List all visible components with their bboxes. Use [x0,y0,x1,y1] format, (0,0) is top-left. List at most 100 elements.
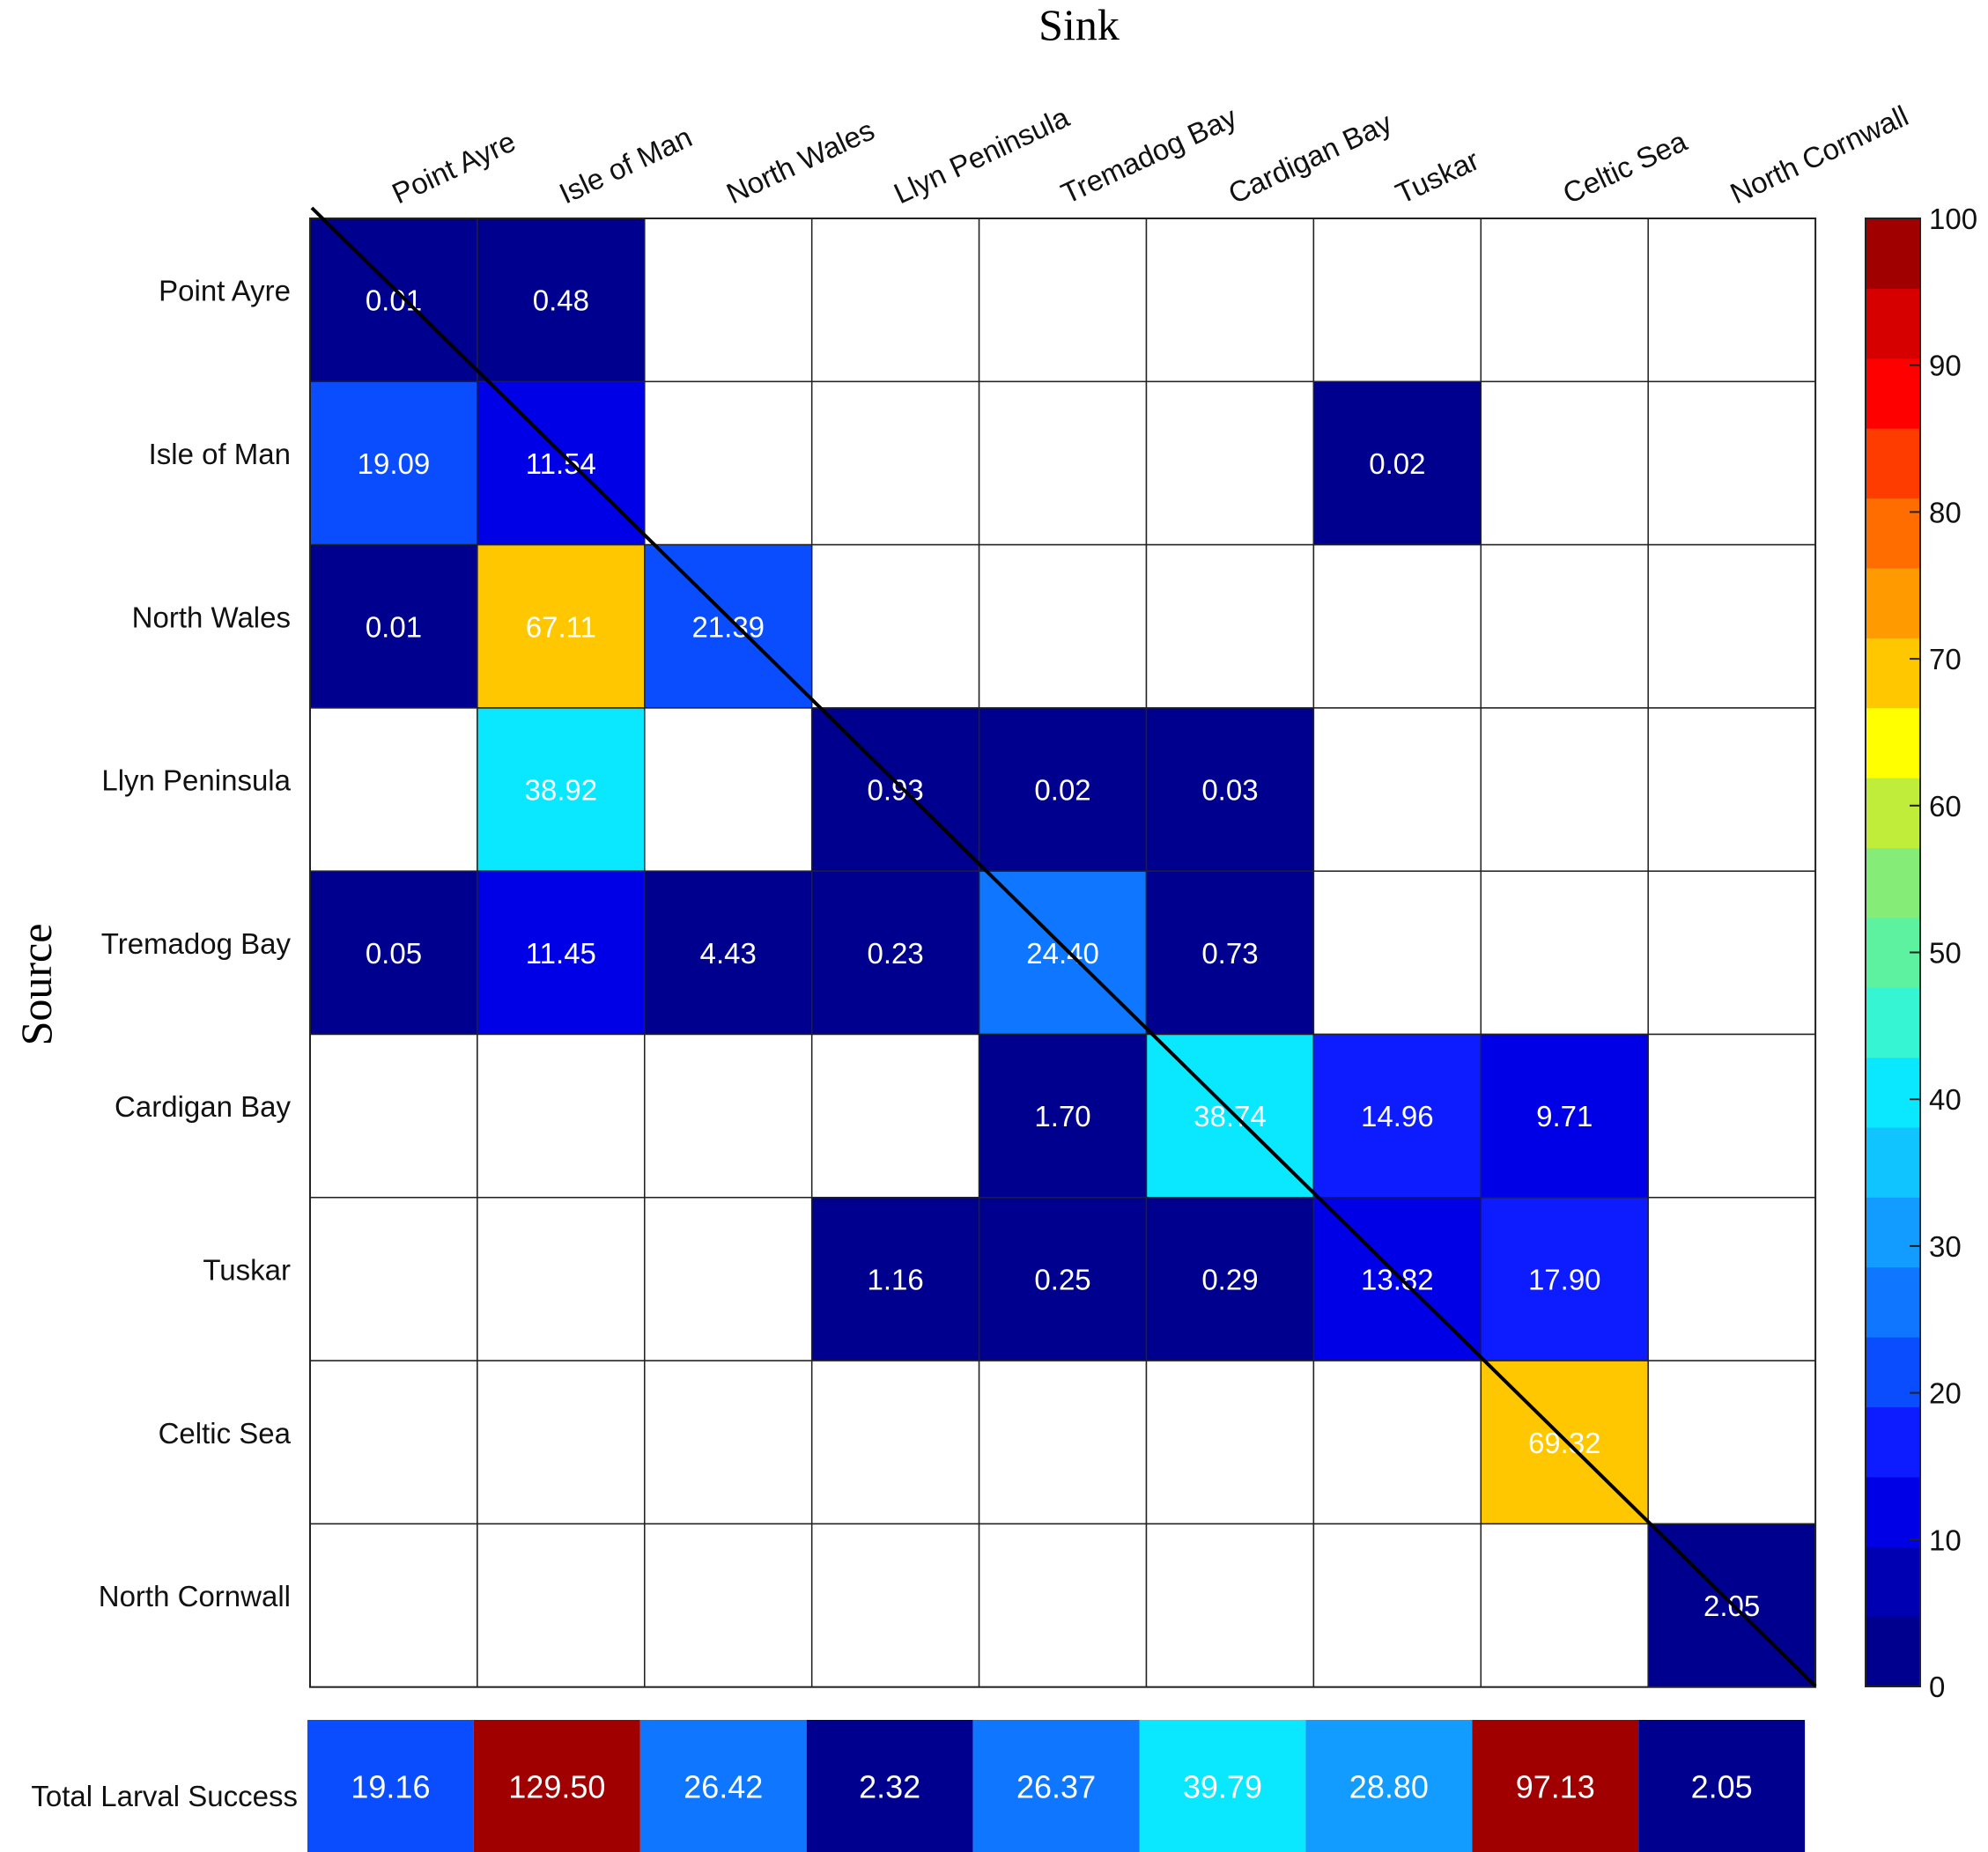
colorbar-segment [1866,1546,1920,1618]
heatmap-cell [309,1197,478,1361]
heatmap-cell [644,1033,813,1199]
cell-value-label: 4.43 [700,937,757,970]
heatmap-cell [1145,1523,1315,1688]
heatmap-cell [1480,870,1649,1036]
row-label: Cardigan Bay [115,1090,291,1123]
total-cell [1638,1720,1806,1852]
total-cell [1305,1720,1473,1852]
colorbar-tick-label: 40 [1929,1083,1962,1116]
cell-value-label: 0.25 [1034,1263,1090,1295]
colorbar-segment [1866,707,1920,778]
heatmap-cell [978,543,1148,709]
cell-value-label: 0.73 [1201,937,1258,970]
row-label: Isle of Man [149,438,291,470]
colorbar-segment [1866,778,1920,849]
heatmap-cell [644,870,813,1036]
total-value-label: 129.50 [508,1769,605,1805]
heatmap-cell [1647,1360,1816,1525]
colorbar-segment [1866,638,1920,709]
heatmap-cell [477,1197,646,1361]
row-label: Tuskar [203,1253,291,1286]
totals-row: 19.16 129.50 26.42 2.32 26.37 39.79 28.80 97.13… [307,1720,1806,1852]
row-label: Llyn Peninsula [101,764,291,797]
row-label: Point Ayre [159,275,291,307]
heatmap-cell [1312,1360,1482,1525]
heatmap-cell [477,1360,646,1525]
column-label: Cardigan Bay [1223,106,1397,210]
cell-value-label: 38.74 [1194,1100,1267,1133]
heatmap-cell [1312,543,1482,709]
heatmap-cell [309,380,478,546]
total-cell [307,1720,474,1852]
colorbar-tick-label: 20 [1929,1377,1962,1410]
heatmap-cell [1145,1360,1315,1525]
heatmap-cell [644,1197,813,1361]
colorbar-segment [1866,567,1920,638]
row-label: Tremadog Bay [101,927,292,960]
source-row-labels: Point Ayre Isle of Man North Wales Llyn Pen… [99,275,292,1612]
heatmap-cell [1647,1197,1816,1361]
total-cell [473,1720,640,1852]
heatmap-cell [1145,380,1315,546]
cell-value-label: 38.92 [525,774,598,807]
heatmap-cell [309,1523,478,1688]
cell-value-label: 0.01 [366,610,422,643]
heatmap-cell [309,1360,478,1525]
heatmap-cell [644,1360,813,1525]
heatmap-cell [1480,543,1649,709]
total-cell [806,1720,973,1852]
colorbar-tick-label: 10 [1929,1524,1962,1556]
cell-value-label: 1.16 [868,1263,924,1295]
heatmap-cell [1145,707,1315,872]
cell-value-label: 0.02 [1369,447,1425,480]
colorbar: 0 10 20 30 40 50 60 70 80 90 100 [1865,203,1977,1703]
heatmap-cell [477,380,646,546]
cell-value-label: 0.29 [1201,1263,1258,1295]
total-value-label: 26.42 [684,1769,763,1805]
colorbar-tick-label: 100 [1929,203,1977,235]
heatmap-cell [1480,380,1649,546]
heatmap-cell [810,543,980,709]
cell-value-label: 17.90 [1528,1263,1601,1295]
heatmap-cell [644,218,813,383]
total-value-label: 97.13 [1516,1769,1595,1805]
colorbar-segment [1866,1057,1920,1128]
colorbar-tick-label: 80 [1929,496,1962,528]
heatmap-cell [1480,218,1649,383]
heatmap-cell [978,380,1148,546]
row-label: Celtic Sea [159,1417,292,1450]
heatmap-cell [1312,1033,1482,1199]
cell-value-label: 0.03 [1201,774,1258,807]
heatmap-cell [810,218,980,383]
heatmap-cell [978,1360,1148,1525]
row-label: North Wales [132,601,291,633]
column-label: North Wales [721,114,879,210]
heatmap-cell [1312,218,1482,383]
column-label: Point Ayre [387,124,520,210]
colorbar-segment [1866,1126,1920,1198]
heatmap-cell [1145,1033,1315,1199]
heatmap-cell [1647,1033,1816,1199]
heatmap-cell [1647,380,1816,546]
heatmap-cell [644,380,813,546]
grid-border [309,218,1817,1688]
total-value-label: 19.16 [351,1769,430,1805]
colorbar-segment [1866,218,1920,289]
sink-column-labels: Point Ayre Isle of Man North Wales Llyn Pen… [387,100,1913,210]
heatmap-cell [978,870,1148,1036]
heatmap-cell [1312,707,1482,872]
colorbar-segment [1866,847,1920,919]
heatmap-cell [309,543,478,709]
heatmap-cell [810,380,980,546]
heatmap-cell [1480,1523,1649,1688]
heatmap-cell [1312,1197,1482,1361]
total-cell [639,1720,807,1852]
heatmap-cell [978,1523,1148,1688]
row-label: North Cornwall [99,1580,291,1612]
total-cell [1472,1720,1639,1852]
colorbar-tick-label: 60 [1929,790,1962,823]
cell-value-label: 0.23 [868,937,924,970]
cell-value-label: 69.32 [1528,1427,1601,1459]
heatmap-cell [644,707,813,872]
